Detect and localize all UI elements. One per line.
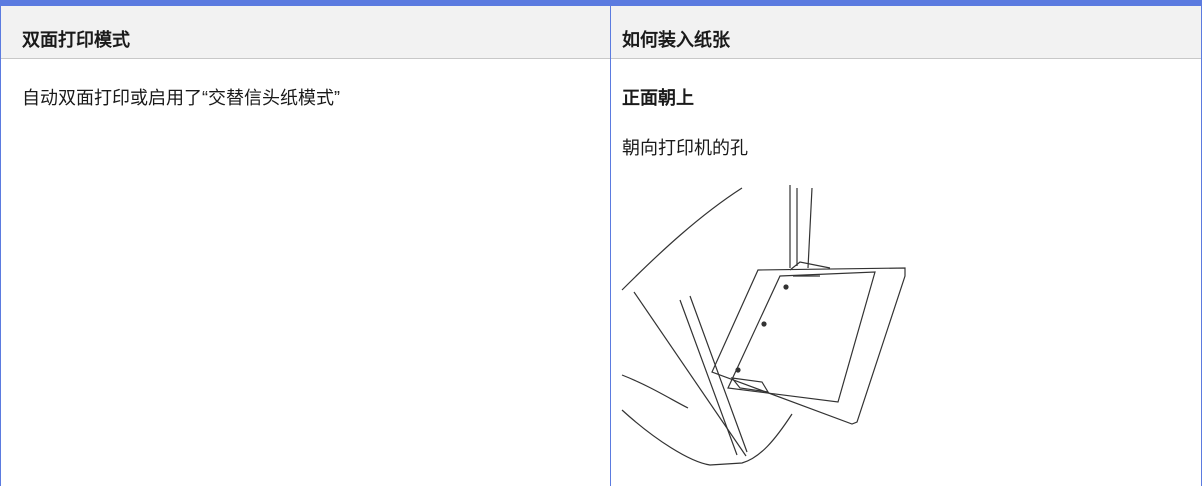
header-cell: 双面打印模式 <box>22 30 130 50</box>
body-cell: 自动双面打印或启用了“交替信头纸模式” <box>22 88 340 108</box>
cell-text: 朝向打印机的孔 <box>622 138 748 158</box>
header-row <box>1 6 1201 59</box>
cell-heading: 正面朝上 <box>622 88 694 108</box>
header-cell: 如何装入纸张 <box>622 30 730 50</box>
column-divider <box>610 6 611 486</box>
